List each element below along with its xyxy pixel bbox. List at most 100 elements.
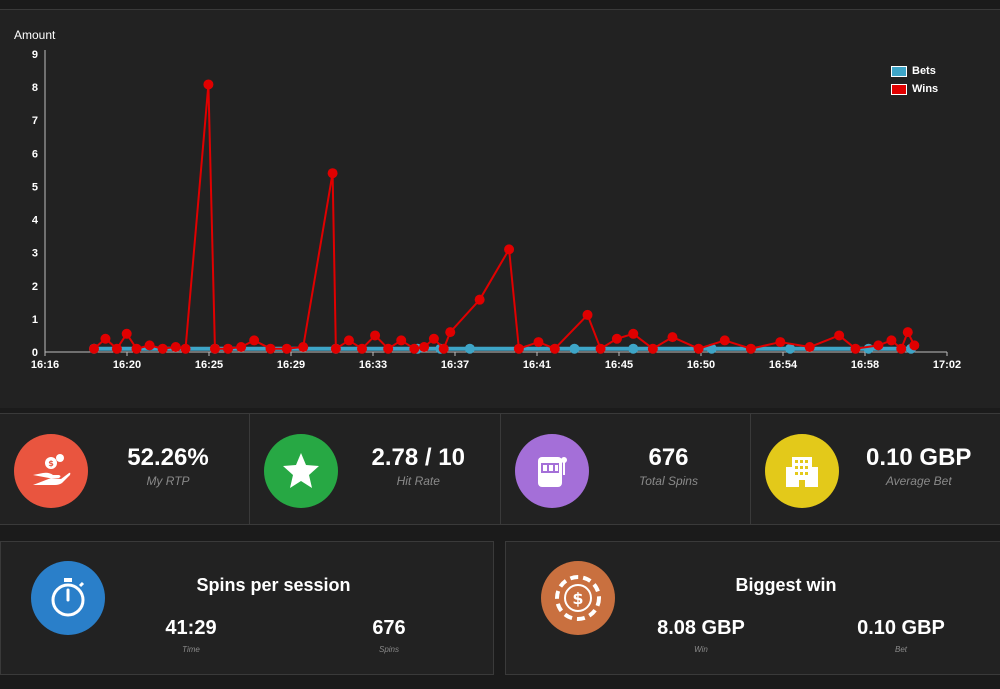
svg-text:$: $	[48, 459, 54, 468]
data-point-wins	[170, 342, 181, 353]
data-point-wins	[850, 343, 861, 354]
biggest-win-bet-value: 0.10 GBP	[857, 617, 945, 639]
data-point-wins	[223, 343, 234, 354]
hit-rate-value: 2.78 / 10	[371, 444, 465, 471]
data-point-bets	[785, 343, 796, 354]
data-point-bets	[863, 343, 874, 354]
spins-per-session-panel: Spins per session 41:29 Time 676 Spins	[0, 541, 494, 675]
data-point-wins	[582, 309, 593, 320]
x-tick-label: 16:25	[195, 359, 223, 371]
legend-wins-label: Wins	[912, 83, 939, 95]
biggest-win-value: 8.08 GBP	[657, 617, 745, 639]
legend-bets[interactable]: Bets	[891, 62, 938, 80]
chart-svg: Amount 0 1 2 3 4 5 6 7 8 9 16:16 16:20 16:25 16:29 16:3…	[14, 28, 961, 371]
data-point-wins	[896, 343, 907, 354]
y-tick-label: 9	[32, 49, 38, 61]
data-point-wins	[419, 342, 430, 353]
data-point-wins	[474, 294, 485, 305]
data-point-wins	[438, 343, 449, 354]
data-point-wins	[533, 337, 544, 348]
data-point-wins	[121, 328, 132, 339]
building-icon	[764, 434, 839, 508]
legend-bets-swatch	[891, 65, 907, 77]
amount-chart: Amount 0 1 2 3 4 5 6 7 8 9 16:16 16:20 16:25 16:29 16:3…	[0, 10, 1000, 408]
data-point-wins	[628, 328, 639, 339]
data-point-wins	[909, 340, 920, 351]
data-point-wins	[249, 335, 260, 346]
x-tick-label: 16:41	[523, 359, 551, 371]
x-tick-label: 16:45	[605, 359, 633, 371]
star-icon	[264, 434, 339, 508]
data-point-wins	[745, 343, 756, 354]
data-point-wins	[357, 343, 368, 354]
data-point-wins	[327, 168, 338, 179]
average-bet-label: Average Bet	[885, 474, 952, 488]
data-point-wins	[611, 333, 622, 344]
y-tick-label: 0	[32, 347, 38, 359]
data-point-wins	[804, 342, 815, 353]
data-point-wins	[595, 343, 606, 354]
data-point-wins	[131, 343, 142, 354]
x-tick-label: 17:02	[933, 359, 961, 371]
stopwatch-icon	[31, 561, 105, 635]
casino-chip-icon: $	[541, 561, 615, 635]
data-point-wins	[647, 343, 658, 354]
data-point-wins	[445, 327, 456, 338]
x-tick-label: 16:16	[31, 359, 59, 371]
x-tick-label: 16:20	[113, 359, 141, 371]
data-point-wins	[157, 343, 168, 354]
stat-hit-rate: 2.78 / 10 Hit Rate	[250, 414, 501, 524]
biggest-win-label: Win	[694, 645, 708, 654]
data-point-wins	[144, 340, 155, 351]
total-spins-value: 676	[648, 444, 689, 471]
data-point-wins	[298, 342, 309, 353]
data-point-wins	[834, 330, 845, 341]
data-point-wins	[396, 335, 407, 346]
data-point-bets	[628, 343, 639, 354]
data-point-wins	[343, 335, 354, 346]
data-point-wins	[549, 343, 560, 354]
data-point-wins	[513, 343, 524, 354]
hit-rate-label: Hit Rate	[396, 474, 440, 488]
data-point-wins	[180, 343, 191, 354]
y-tick-label: 3	[32, 248, 38, 260]
y-tick-label: 8	[32, 82, 38, 94]
stat-total-spins: 676 Total Spins	[501, 414, 751, 524]
data-point-wins	[281, 343, 292, 354]
legend-wins[interactable]: Wins	[891, 80, 938, 98]
data-point-wins	[370, 330, 381, 341]
spins-per-session-title: Spins per session	[196, 575, 351, 595]
x-tick-label: 16:58	[851, 359, 879, 371]
y-tick-label: 7	[32, 115, 38, 127]
svg-text:$: $	[572, 589, 583, 608]
top-divider	[0, 9, 1000, 10]
x-tick-label: 16:54	[769, 359, 798, 371]
data-point-bets	[569, 343, 580, 354]
rtp-value: 52.26%	[127, 444, 209, 471]
data-point-wins	[409, 343, 420, 354]
stat-rtp: $ 52.26% My RTP	[0, 414, 251, 524]
data-point-wins	[236, 342, 247, 353]
average-bet-value: 0.10 GBP	[866, 444, 972, 471]
data-point-wins	[693, 343, 704, 354]
data-point-wins	[873, 340, 884, 351]
y-tick-label: 6	[32, 148, 38, 160]
data-point-bets	[464, 343, 475, 354]
stats-row: $ 52.26% My RTP 2.78 / 10 Hit Rate 6	[0, 413, 1000, 525]
data-point-wins	[383, 343, 394, 354]
session-time-value: 41:29	[165, 617, 217, 639]
data-point-wins	[886, 335, 897, 346]
data-point-wins	[719, 335, 730, 346]
y-axis-title: Amount	[14, 28, 56, 42]
rtp-label: My RTP	[146, 474, 190, 488]
total-spins-label: Total Spins	[639, 474, 698, 488]
data-point-wins	[775, 337, 786, 348]
x-tick-label: 16:50	[687, 359, 715, 371]
chart-legend: Bets Wins	[891, 62, 938, 98]
y-tick-label: 1	[32, 314, 38, 326]
y-tick-label: 4	[32, 215, 39, 227]
session-spins-value: 676	[372, 617, 406, 639]
data-point-wins	[203, 79, 214, 90]
data-point-wins	[100, 333, 111, 344]
data-point-wins	[89, 343, 100, 354]
